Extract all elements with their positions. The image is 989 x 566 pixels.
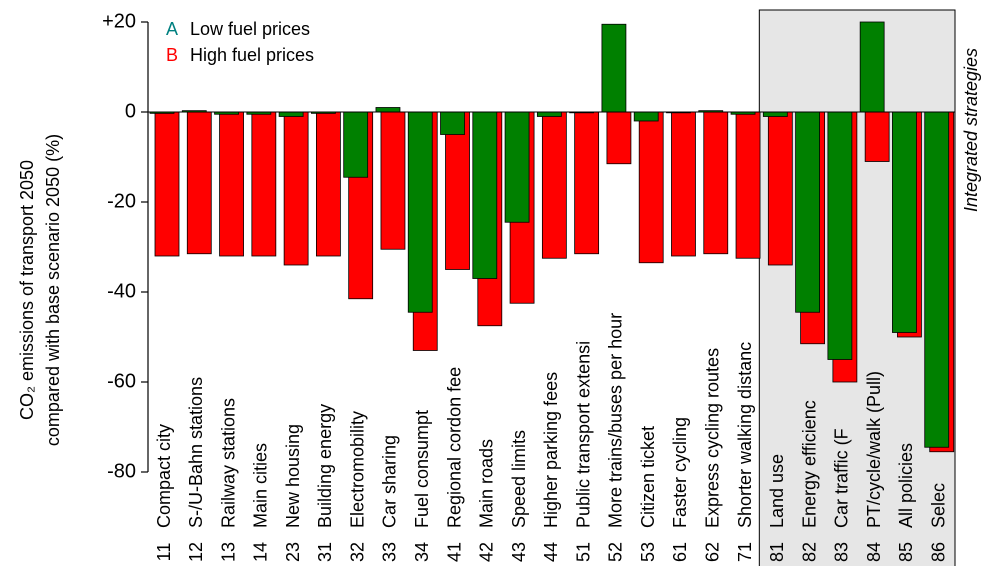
legend-label: High fuel prices (190, 45, 314, 65)
category-label: Public transport extensi (573, 341, 593, 528)
bar (703, 111, 729, 255)
annotation: Integrated strategies (961, 48, 981, 212)
y-axis-label: compared with base scenario 2050 (%) (43, 134, 63, 446)
legend-label: Low fuel prices (190, 19, 310, 39)
category-label: Energy efficienc (799, 400, 819, 528)
category-code: 34 (412, 542, 432, 562)
category-code: 41 (444, 542, 464, 562)
bar (762, 111, 788, 117)
category-label: Speed limits (509, 430, 529, 528)
bar (735, 111, 761, 259)
y-tick-label: 0 (125, 100, 136, 122)
bar (541, 111, 567, 259)
category-code: 52 (606, 542, 626, 562)
bar (219, 111, 244, 257)
category-label: Building energy (315, 404, 335, 528)
bar (154, 111, 180, 257)
category-label: Land use (767, 454, 787, 528)
category-label: Main roads (477, 439, 497, 528)
bar (472, 111, 498, 279)
category-label: Citizen ticket (638, 426, 658, 528)
category-code: 71 (735, 542, 755, 562)
bar (795, 111, 820, 313)
category-code: 44 (541, 542, 561, 562)
bar (767, 111, 793, 266)
category-label: All policies (896, 443, 916, 528)
y-tick-label: +20 (102, 10, 136, 32)
y-axis-label: CO₂ emissions of transport 2050 (17, 160, 37, 420)
bar (536, 111, 562, 117)
category-code: 13 (218, 542, 238, 562)
category-code: 33 (380, 542, 400, 562)
bar (671, 111, 696, 257)
bar (892, 111, 917, 333)
category-code: 11 (154, 543, 174, 562)
category-code: 84 (864, 542, 884, 562)
category-code: 14 (251, 542, 271, 562)
bar (375, 107, 401, 113)
legend-key: A (166, 19, 178, 39)
bar (186, 111, 212, 255)
bar (440, 111, 465, 135)
bar (638, 111, 664, 264)
bar (380, 111, 406, 250)
category-label: Electromobility (347, 411, 367, 528)
legend-key: B (166, 45, 178, 65)
category-code: 32 (347, 542, 367, 562)
bar (924, 111, 950, 448)
category-label: PT/cycle/walk (Pull) (864, 371, 884, 528)
category-label: Regional cordon fee (444, 367, 464, 528)
y-tick-label: -20 (107, 190, 136, 212)
category-label: Car sharing (380, 435, 400, 528)
category-label: Shorter walking distanc (735, 342, 755, 528)
y-tick-label: -40 (107, 280, 136, 302)
category-label: Compact city (154, 424, 174, 528)
bar (827, 111, 853, 360)
bar (859, 21, 885, 113)
category-code: 53 (638, 542, 658, 562)
category-code: 42 (477, 542, 497, 562)
category-code: 82 (799, 542, 819, 562)
category-code: 31 (315, 542, 335, 562)
category-label: Main cities (251, 443, 271, 528)
category-label: Fuel consumpt (412, 410, 432, 528)
category-code: 62 (703, 542, 723, 562)
category-label: Selec (928, 483, 948, 528)
bar (445, 111, 470, 270)
bar (864, 111, 890, 162)
bar (283, 111, 309, 266)
category-code: 43 (509, 542, 529, 562)
category-label: Railway stations (218, 398, 238, 528)
y-tick-label: -60 (107, 370, 136, 392)
category-code: 86 (928, 542, 948, 562)
category-label: Higher parking fees (541, 372, 561, 528)
bar (504, 111, 530, 223)
bar (606, 111, 632, 165)
category-code: 83 (832, 542, 852, 562)
bar (633, 111, 659, 122)
bar (574, 111, 600, 255)
category-code: 61 (670, 542, 690, 562)
bar (407, 111, 433, 313)
bar (315, 111, 341, 257)
bar (278, 111, 304, 117)
category-code: 85 (896, 542, 916, 562)
category-label: Car traffic (F (832, 428, 852, 528)
category-label: More trains/buses per hour (606, 313, 626, 528)
category-label: S-/U-Bahn stations (186, 377, 206, 528)
bar (343, 111, 369, 178)
category-label: Faster cycling (670, 417, 690, 528)
y-tick-label: -80 (107, 460, 136, 482)
category-code: 12 (186, 542, 206, 562)
category-label: New housing (283, 424, 303, 528)
bar (601, 23, 627, 113)
category-label: Express cycling routes (703, 348, 723, 528)
bar (251, 111, 277, 257)
category-code: 23 (283, 542, 303, 562)
category-code: 81 (767, 542, 787, 562)
category-code: 51 (573, 542, 593, 562)
